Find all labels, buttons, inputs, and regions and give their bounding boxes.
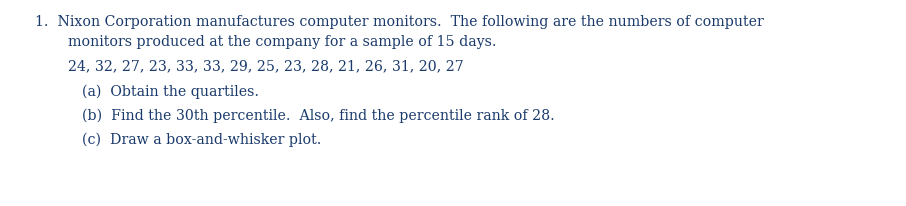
Text: (b)  Find the 30th percentile.  Also, find the percentile rank of 28.: (b) Find the 30th percentile. Also, find…: [82, 109, 554, 123]
Text: (a)  Obtain the quartiles.: (a) Obtain the quartiles.: [82, 85, 259, 99]
Text: monitors produced at the company for a sample of 15 days.: monitors produced at the company for a s…: [68, 35, 496, 49]
Text: 1.  Nixon Corporation manufactures computer monitors.  The following are the num: 1. Nixon Corporation manufactures comput…: [35, 15, 764, 29]
Text: (c)  Draw a box-and-whisker plot.: (c) Draw a box-and-whisker plot.: [82, 132, 322, 147]
Text: 24, 32, 27, 23, 33, 33, 29, 25, 23, 28, 21, 26, 31, 20, 27: 24, 32, 27, 23, 33, 33, 29, 25, 23, 28, …: [68, 59, 464, 73]
